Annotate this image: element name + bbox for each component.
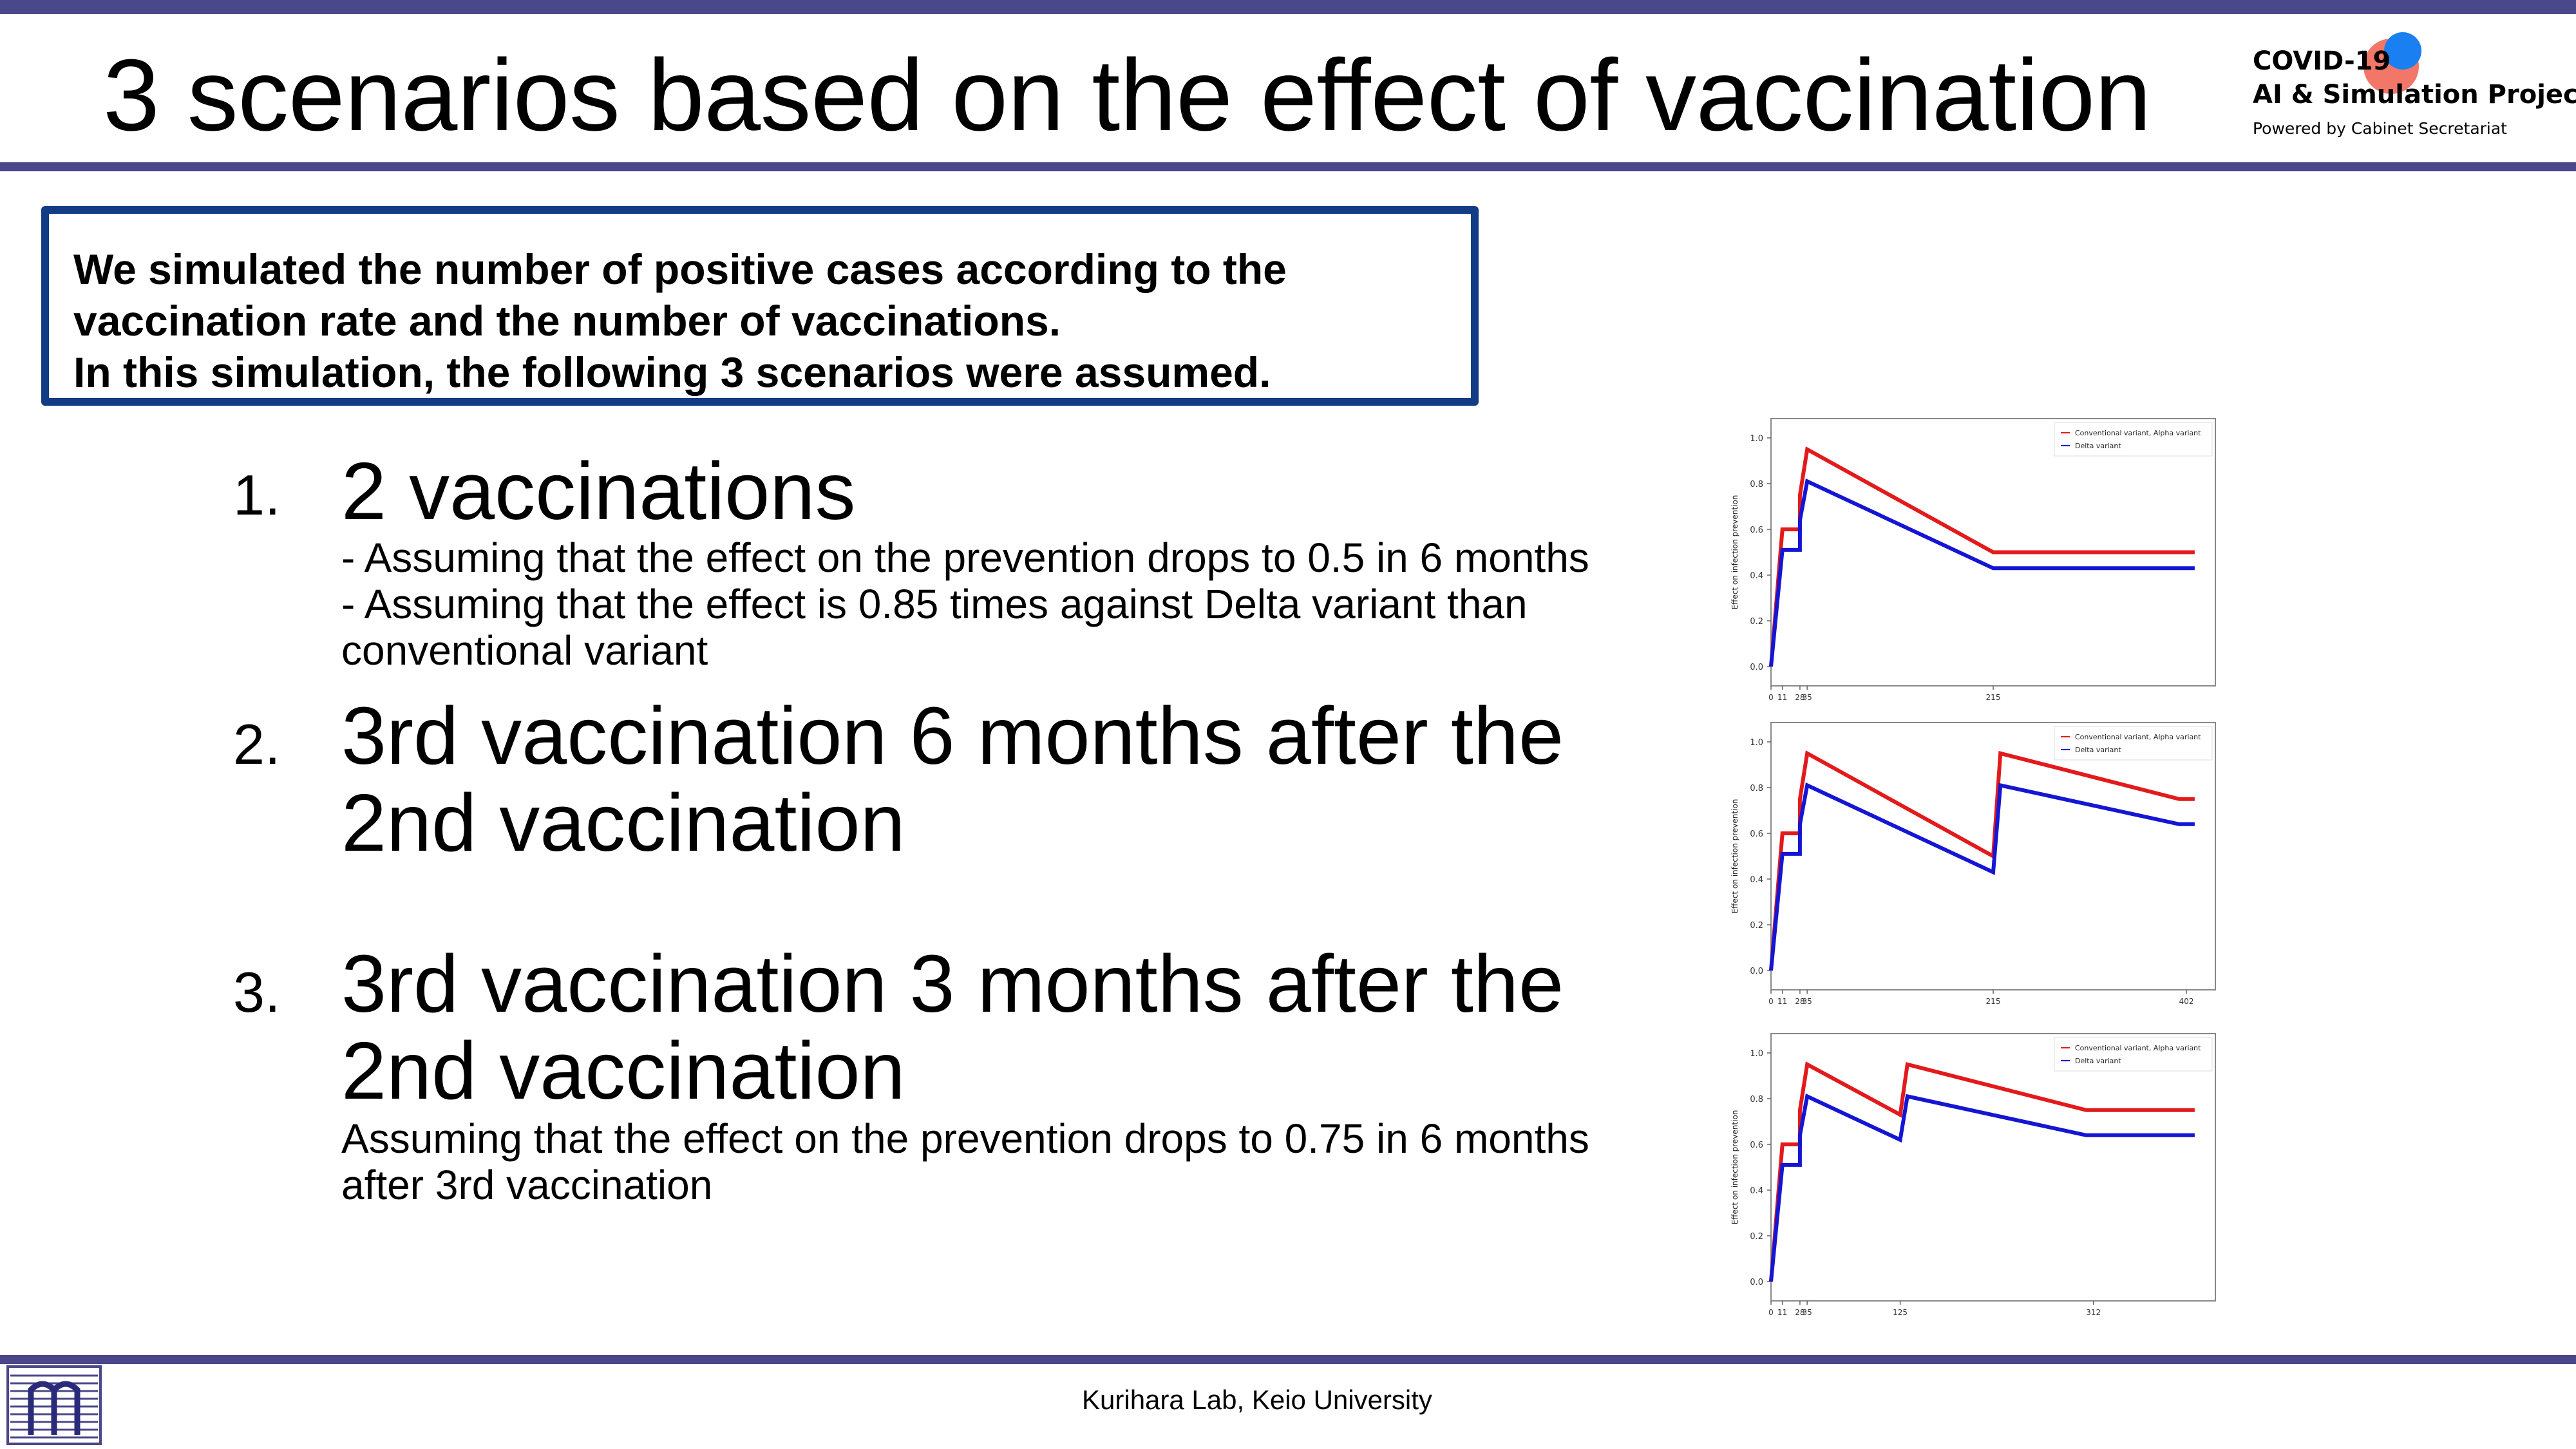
y-axis-label: Effect on infection prevention — [1730, 495, 1739, 610]
legend-box — [2054, 726, 2213, 761]
logo-tagline: Powered by Cabinet Secretariat — [2253, 119, 2507, 138]
y-tick-label: 0.8 — [1750, 784, 1763, 793]
y-tick-label: 0.6 — [1750, 1141, 1763, 1150]
summary-line: In this simulation, the following 3 scen… — [73, 348, 1271, 396]
footer-credit: Kurihara Lab, Keio University — [1082, 1385, 1432, 1415]
scenario-2-number: 2. — [233, 712, 281, 776]
y-tick-label: 0.6 — [1750, 829, 1763, 839]
x-tick-label: 35 — [1803, 1308, 1812, 1317]
scenario-3-detail: Assuming that the effect on the preventi… — [341, 1115, 1589, 1162]
x-tick-label: 35 — [1803, 997, 1812, 1006]
y-tick-label: 0.4 — [1750, 1186, 1763, 1196]
scenario-2-heading: 3rd vaccination 6 months after the — [341, 690, 1564, 781]
scenario-1-detail: - Assuming that the effect is 0.85 times… — [341, 581, 1528, 627]
legend-entry: Conventional variant, Alpha variant — [2075, 733, 2201, 741]
scenario-1-heading: 2 vaccinations — [341, 446, 856, 536]
chart-scenario-2: 0.0 0.2 0.4 0.6 0.8 1.0 0 11 28 35 215 402 Effect on… — [1726, 716, 2241, 1012]
y-tick-label: 0.8 — [1750, 480, 1763, 489]
header-divider — [0, 162, 2576, 171]
series-line-conventional — [1769, 750, 2195, 971]
y-tick-label: 0.2 — [1750, 921, 1763, 931]
scenario-1-detail: - Assuming that the effect on the preven… — [341, 535, 1589, 581]
scenario-1-detail: conventional variant — [341, 627, 708, 674]
x-tick-label: 11 — [1777, 997, 1787, 1006]
logo-subtitle: AI & Simulation Project — [2253, 80, 2576, 109]
x-tick-label: 28 — [1795, 693, 1804, 702]
x-tick-label: 28 — [1795, 997, 1804, 1006]
series-line-delta — [1769, 782, 2195, 971]
series-line-delta — [1769, 478, 2195, 667]
legend-entry: Delta variant — [2075, 442, 2121, 450]
y-tick-label: 0.4 — [1750, 571, 1763, 581]
scenario-1-number: 1. — [233, 463, 281, 527]
x-tick-label: 312 — [2086, 1308, 2101, 1317]
lab-logo-icon — [6, 1365, 102, 1445]
chart-scenario-3: 0.0 0.2 0.4 0.6 0.8 1.0 0 11 28 35 125 312 Effect on… — [1726, 1027, 2241, 1323]
y-tick-label: 1.0 — [1750, 1049, 1763, 1059]
summary-box: We simulated the number of positive case… — [41, 206, 1479, 406]
x-tick-label: 35 — [1803, 693, 1812, 702]
y-tick-label: 0.0 — [1750, 663, 1763, 672]
page-title: 3 scenarios based on the effect of vacci… — [103, 39, 2152, 152]
x-tick-label: 402 — [2179, 997, 2194, 1006]
logo-blue-dot — [2384, 32, 2421, 70]
y-tick-label: 0.8 — [1750, 1095, 1763, 1104]
y-tick-label: 0.2 — [1750, 617, 1763, 627]
legend-entry: Conventional variant, Alpha variant — [2075, 1044, 2201, 1052]
scenario-2-heading: 2nd vaccination — [341, 777, 905, 868]
legend-box — [2054, 422, 2213, 457]
top-accent-bar — [0, 0, 2576, 14]
x-tick-label: 0 — [1768, 693, 1774, 702]
y-axis-label: Effect on infection prevention — [1730, 1110, 1739, 1225]
y-tick-label: 0.2 — [1750, 1232, 1763, 1242]
series-line-conventional — [1769, 446, 2195, 667]
scenario-3-number: 3. — [233, 960, 281, 1024]
x-tick-label: 11 — [1777, 693, 1787, 702]
x-tick-label: 125 — [1893, 1308, 1908, 1317]
logo-title: COVID-19 — [2253, 46, 2391, 76]
scenario-3-heading: 3rd vaccination 3 months after the — [341, 938, 1564, 1029]
y-axis-label: Effect on infection prevention — [1730, 799, 1739, 914]
x-tick-label: 0 — [1768, 997, 1774, 1006]
legend-entry: Conventional variant, Alpha variant — [2075, 429, 2201, 437]
y-tick-label: 0.4 — [1750, 875, 1763, 885]
x-tick-label: 215 — [1986, 693, 2001, 702]
scenario-3-detail: after 3rd vaccination — [341, 1162, 713, 1208]
y-tick-label: 0.0 — [1750, 1278, 1763, 1287]
x-tick-label: 28 — [1795, 1308, 1804, 1317]
series-line-conventional — [1769, 1061, 2195, 1282]
summary-line: vaccination rate and the number of vacci… — [73, 297, 1061, 345]
y-tick-label: 1.0 — [1750, 738, 1763, 748]
x-tick-label: 0 — [1768, 1308, 1774, 1317]
legend-box — [2054, 1037, 2213, 1072]
plot-area — [1770, 1033, 2216, 1302]
summary-line: We simulated the number of positive case… — [73, 245, 1287, 293]
project-logo: COVID-19 AI & Simulation Project Powered… — [2248, 26, 2576, 148]
scenario-3-heading: 2nd vaccination — [341, 1025, 905, 1116]
x-tick-label: 215 — [1986, 997, 2001, 1006]
legend-entry: Delta variant — [2075, 746, 2121, 754]
series-line-delta — [1769, 1094, 2195, 1282]
chart-scenario-1: 0.0 0.2 0.4 0.6 0.8 1.0 0 11 28 35 215 Effect on in… — [1726, 412, 2241, 708]
y-tick-label: 0.0 — [1750, 967, 1763, 976]
y-tick-label: 0.6 — [1750, 526, 1763, 535]
footer-divider — [0, 1355, 2576, 1364]
y-tick-label: 1.0 — [1750, 434, 1763, 444]
x-tick-label: 11 — [1777, 1308, 1787, 1317]
legend-entry: Delta variant — [2075, 1057, 2121, 1065]
